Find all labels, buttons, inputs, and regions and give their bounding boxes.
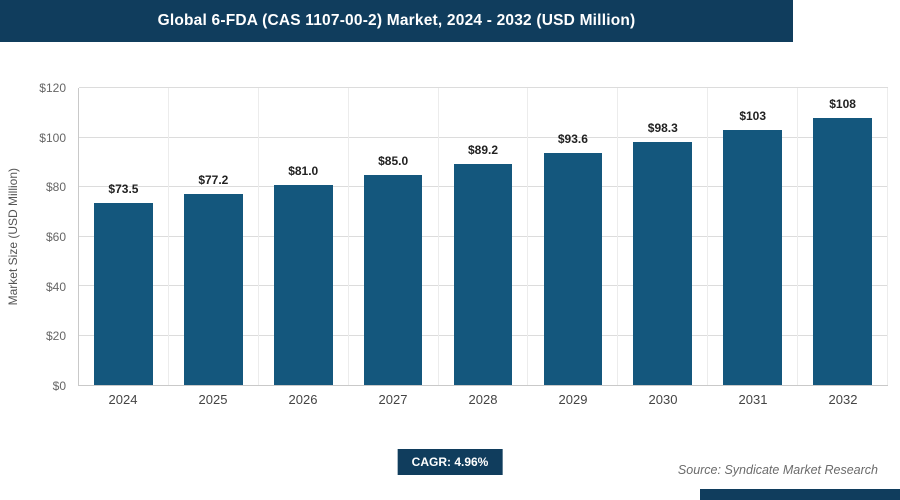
x-axis-label: 2029 xyxy=(558,392,588,407)
bar-column: $103 xyxy=(708,88,799,385)
x-axis-label: 2028 xyxy=(468,392,498,407)
bar-value-label: $73.5 xyxy=(108,182,139,197)
y-tick-label: $100 xyxy=(39,130,66,145)
x-axis-labels: 2024 2025 2026 2027 2028 2029 2030 2031 2032 xyxy=(78,392,888,407)
bar-column: $89.2 xyxy=(439,88,529,385)
bar-column: $73.5 xyxy=(79,88,169,385)
bar-2031 xyxy=(723,130,782,385)
bar-value-label: $89.2 xyxy=(467,143,499,158)
x-axis-label: 2027 xyxy=(378,392,408,407)
cagr-badge: CAGR: 4.96% xyxy=(397,449,503,475)
chart-title: Global 6-FDA (CAS 1107-00-2) Market, 202… xyxy=(157,12,636,29)
bar-value-label: $98.3 xyxy=(647,120,678,135)
bar-column: $98.3 xyxy=(618,88,709,385)
x-axis-label: 2030 xyxy=(648,392,678,407)
x-axis-label: 2025 xyxy=(198,392,228,407)
y-tick-label: $60 xyxy=(45,230,66,244)
source-credit: Source: Syndicate Market Research xyxy=(677,463,878,477)
x-axis-label: 2026 xyxy=(288,392,318,407)
y-tick-label: $20 xyxy=(45,329,66,344)
y-tick-label: $120 xyxy=(39,81,66,95)
bar-2032 xyxy=(813,117,872,385)
plot-area: $73.5 $77.2 $81.0 $85.0 $89.2 $93.6 $98.3 $103 $… xyxy=(78,87,889,386)
bar-2024 xyxy=(94,203,153,385)
x-axis-label: 2031 xyxy=(738,392,768,407)
bar-2030 xyxy=(633,141,693,385)
bar-2025 xyxy=(184,193,243,385)
y-tick-label: $80 xyxy=(45,180,66,195)
bar-column: $93.6 xyxy=(528,88,619,385)
x-axis-label: 2024 xyxy=(108,392,138,407)
bar-column: $108 xyxy=(798,88,889,385)
x-axis-label: 2032 xyxy=(828,392,858,407)
bar-series: $73.5 $77.2 $81.0 $85.0 $89.2 $93.6 $98.3 $103 $… xyxy=(79,88,889,385)
gridline xyxy=(79,136,888,138)
y-axis-tick-labels: $0 $20 $40 $60 $80 $100 $120 xyxy=(24,81,74,393)
y-axis-title: Market Size (USD Million) xyxy=(6,168,20,306)
bottom-accent-bar xyxy=(700,489,900,500)
bar-2027 xyxy=(363,174,423,385)
chart-title-banner: Global 6-FDA (CAS 1107-00-2) Market, 202… xyxy=(0,0,793,42)
bar-value-label: $85.0 xyxy=(378,153,409,168)
bar-2026 xyxy=(273,184,333,385)
bar-2029 xyxy=(543,153,603,385)
bar-column: $81.0 xyxy=(259,88,349,385)
y-tick-label: $40 xyxy=(45,279,66,294)
bar-value-label: $103 xyxy=(739,109,767,124)
bar-value-label: $108 xyxy=(829,96,856,111)
bar-2028 xyxy=(453,164,513,385)
y-tick-label: $0 xyxy=(52,379,66,393)
gridline xyxy=(79,87,888,88)
bar-value-label: $93.6 xyxy=(557,132,588,147)
bar-column: $77.2 xyxy=(169,88,259,385)
bar-column: $85.0 xyxy=(349,88,439,385)
bar-value-label: $77.2 xyxy=(198,172,229,187)
bar-value-label: $81.0 xyxy=(288,163,319,178)
